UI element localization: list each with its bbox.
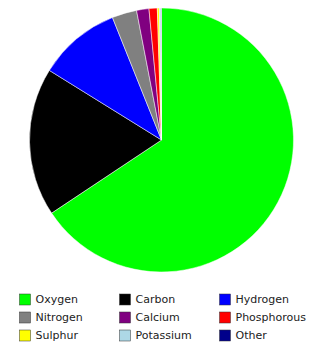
pie-slice xyxy=(157,8,161,140)
legend-label: Carbon xyxy=(136,293,176,306)
legend-swatch xyxy=(220,312,231,323)
legend-label: Sulphur xyxy=(36,329,79,342)
legend-label: Nitrogen xyxy=(36,311,83,324)
legend-item: Sulphur xyxy=(20,329,79,342)
legend-swatch xyxy=(20,294,31,305)
pie-slice xyxy=(159,8,161,140)
legend-item: Carbon xyxy=(120,293,176,306)
legend-item: Potassium xyxy=(120,329,192,342)
legend-swatch xyxy=(220,294,231,305)
pie-slice xyxy=(161,8,162,140)
legend-item: Phosphorous xyxy=(220,311,307,324)
pie-slice xyxy=(137,9,162,140)
legend-item: Calcium xyxy=(120,311,180,324)
legend-item: Other xyxy=(220,329,268,342)
legend-swatch xyxy=(220,330,231,341)
legend-item: Hydrogen xyxy=(220,293,290,306)
legend-item: Nitrogen xyxy=(20,311,83,324)
legend-item: Oxygen xyxy=(20,293,78,306)
legend: Oxygen Carbon Hydrogen Nitrogen Calcium Phosp… xyxy=(20,293,307,342)
legend-label: Calcium xyxy=(136,311,180,324)
pie-slice xyxy=(149,8,162,140)
legend-swatch xyxy=(20,312,31,323)
legend-label: Potassium xyxy=(136,329,192,342)
legend-swatch xyxy=(20,330,31,341)
legend-swatch xyxy=(120,330,131,341)
legend-label: Other xyxy=(236,329,268,342)
chart: Oxygen Carbon Hydrogen Nitrogen Calcium Phosp… xyxy=(0,0,323,358)
legend-label: Phosphorous xyxy=(236,311,307,324)
pie xyxy=(30,8,294,272)
legend-swatch xyxy=(120,312,131,323)
legend-label: Oxygen xyxy=(36,293,78,306)
legend-label: Hydrogen xyxy=(236,293,290,306)
legend-swatch xyxy=(120,294,131,305)
